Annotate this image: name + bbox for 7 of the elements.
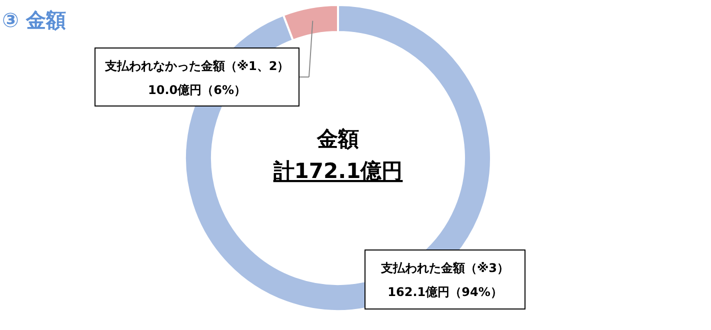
- text: 金額: [316, 127, 359, 151]
- slice-label: 支払われた金額（※3）: [380, 261, 510, 275]
- text: 計172.1億円: [272, 159, 403, 183]
- chart-title: ③ 金額: [2, 8, 66, 32]
- data-label: 10.0億円（6%）: [148, 83, 246, 97]
- data-label: 162.1億円（94%）: [388, 285, 502, 299]
- slice-label: 支払われなかった金額（※1、2）: [104, 59, 290, 73]
